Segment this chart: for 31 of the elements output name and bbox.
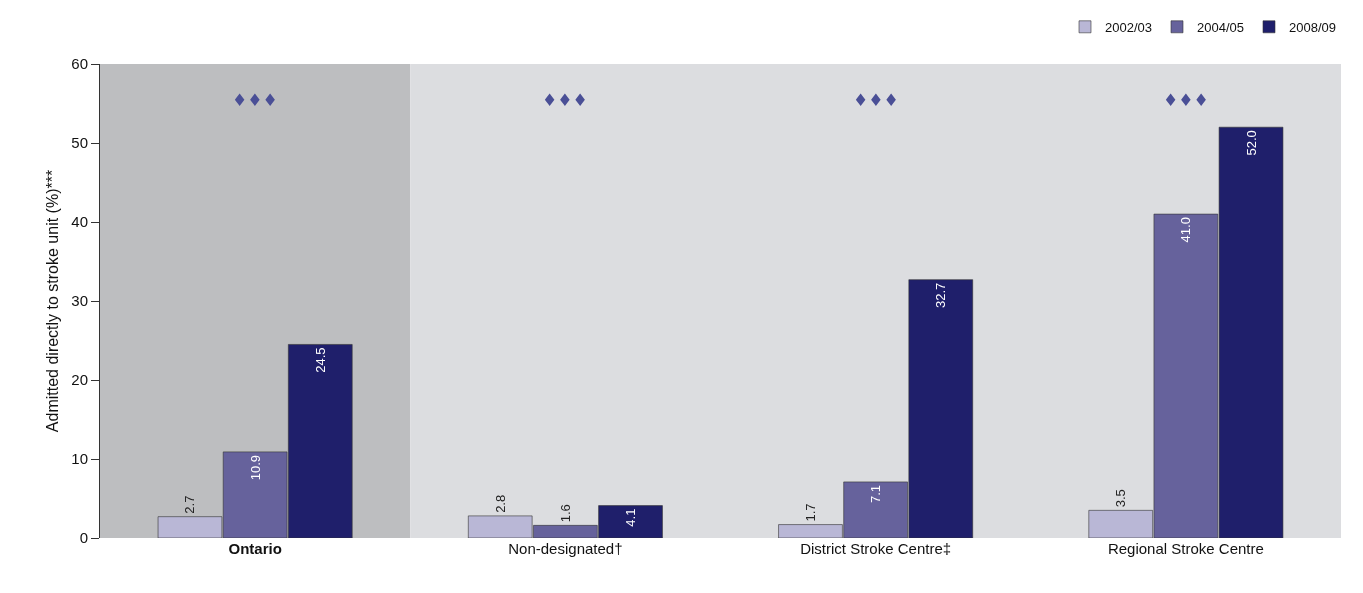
x-tick-label: Non-designated† <box>508 540 623 557</box>
data-label: 4.1 <box>623 508 639 527</box>
annotation: ♦♦♦ <box>232 90 278 110</box>
legend-label: 2002/03 <box>1105 19 1152 35</box>
y-tick-label: 40 <box>71 213 88 231</box>
data-label: 52.0 <box>1243 130 1259 156</box>
data-label: 41.0 <box>1178 217 1194 243</box>
legend-label: 2008/09 <box>1289 19 1336 35</box>
y-tick-label: 0 <box>79 529 88 547</box>
data-label: 10.9 <box>247 454 263 481</box>
x-tick-label: District Stroke Centre‡ <box>800 540 952 557</box>
data-label: 7.1 <box>868 484 884 503</box>
data-label: 2.7 <box>182 495 198 514</box>
y-tick-label: 60 <box>71 55 88 73</box>
x-tick-label: Regional Stroke Centre <box>1107 540 1264 557</box>
data-label: 3.5 <box>1113 489 1129 508</box>
y-tick-label: 20 <box>71 371 88 389</box>
annotation: ♦♦♦ <box>542 90 588 110</box>
y-tick-label: 10 <box>71 450 88 468</box>
y-tick-label: 30 <box>71 292 88 310</box>
x-tick-label: Ontario <box>228 540 282 557</box>
data-label: 2.8 <box>492 494 508 513</box>
y-axis-title: Admitted directly to stroke unit (%)*** <box>44 169 61 433</box>
annotation: ♦♦♦ <box>1163 90 1209 110</box>
legend-label: 2004/05 <box>1197 19 1244 35</box>
y-tick-label: 50 <box>71 134 88 152</box>
data-label: 1.6 <box>557 504 573 523</box>
data-label: 32.7 <box>933 282 949 308</box>
data-label: 1.7 <box>802 503 818 522</box>
data-label: 24.5 <box>312 347 328 373</box>
annotation: ♦♦♦ <box>853 90 899 110</box>
